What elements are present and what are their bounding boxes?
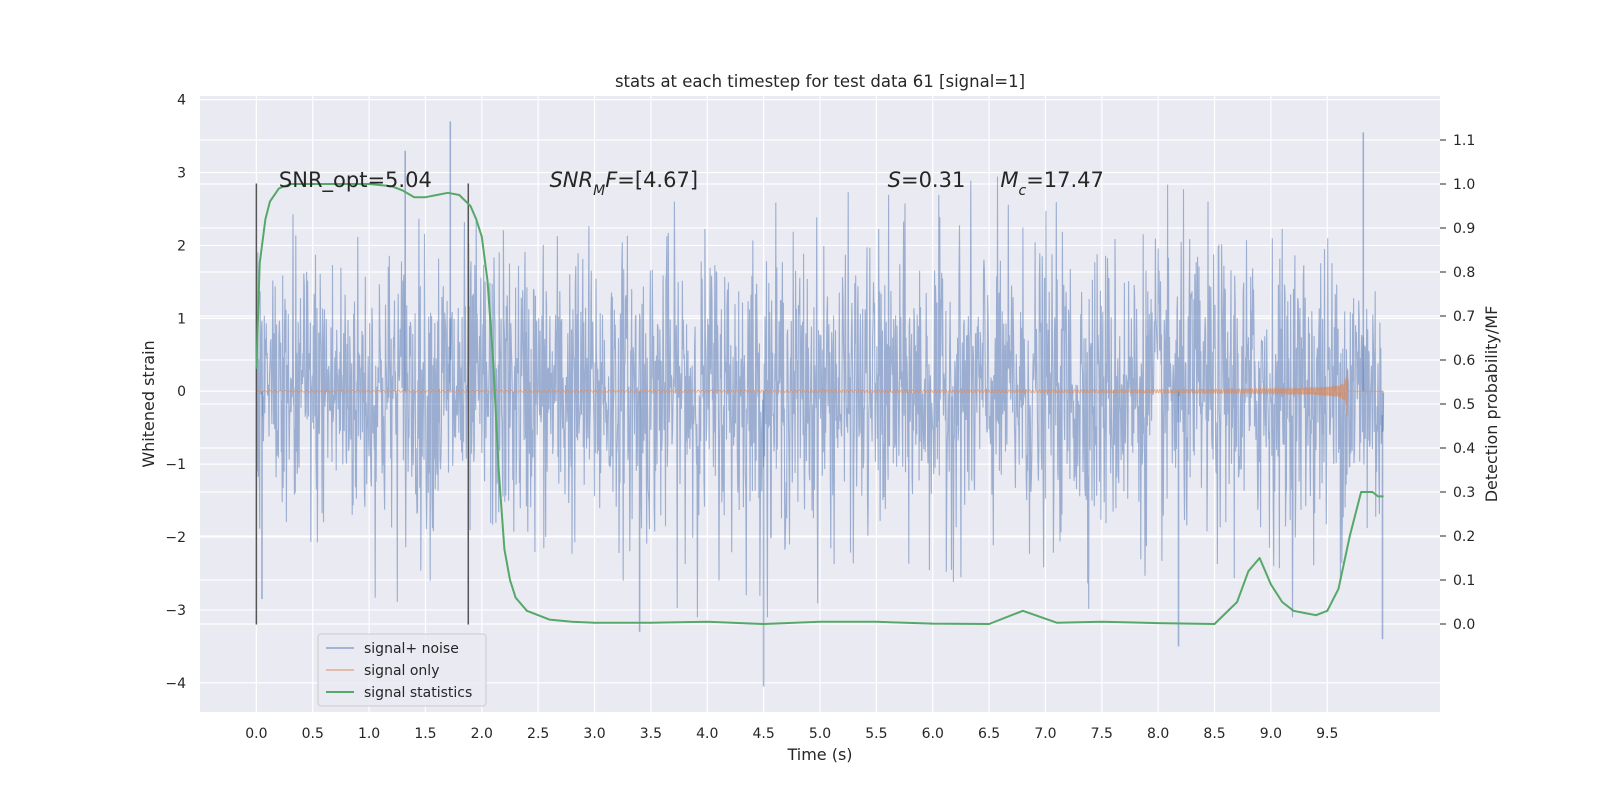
y-tick-label: 1 <box>177 311 186 327</box>
annotation-text: SNRMF=[4.67] <box>549 168 698 199</box>
legend: signal+ noise signal only signal statistic… <box>317 633 487 707</box>
x-tick-label: 1.0 <box>358 726 380 742</box>
statistics-line <box>255 183 1384 625</box>
annotation-segment: =17.47 <box>1026 168 1104 192</box>
y2-axis-ticks: 1.1 1.0 0.9 0.8 0.7 0.6 0.5 0.4 0.3 0.2 0.1 0.0 <box>1440 133 1475 633</box>
y-tick-label: −2 <box>165 530 186 546</box>
y-tick-label: 2 <box>177 238 186 254</box>
y2-tick-label: 0.4 <box>1453 441 1475 457</box>
x-tick-label: 8.5 <box>1203 726 1225 742</box>
y2-tick-label: 0.0 <box>1453 617 1475 633</box>
y2-tick-label: 0.2 <box>1453 529 1475 545</box>
annotation-segment: =[4.67] <box>617 168 698 192</box>
x-tick-label: 5.0 <box>809 726 831 742</box>
y-tick-label: 3 <box>177 166 186 182</box>
x-tick-label: 2.0 <box>471 726 493 742</box>
x-tick-label: 9.5 <box>1316 726 1338 742</box>
noise-trace <box>255 176 1385 618</box>
y2-tick-label: 1.0 <box>1453 177 1475 193</box>
y2-tick-label: 0.3 <box>1453 485 1475 501</box>
series-signal-only <box>256 370 1384 417</box>
y2-tick-label: 1.1 <box>1453 133 1475 149</box>
noise-peaks <box>261 121 1384 687</box>
chart-title: stats at each timestep for test data 61 … <box>615 72 1025 91</box>
series-signal-noise <box>255 121 1385 687</box>
x-tick-label: 4.0 <box>696 726 718 742</box>
annotation-segment: =0.31 <box>901 168 965 192</box>
annotation-segment: M <box>593 183 605 199</box>
annotation-segment: c <box>1018 183 1026 199</box>
x-tick-label: 8.0 <box>1147 726 1169 742</box>
x-tick-label: 4.5 <box>753 726 775 742</box>
y-tick-label: 0 <box>177 384 186 400</box>
y-tick-label: −4 <box>165 676 186 692</box>
x-tick-label: 5.5 <box>865 726 887 742</box>
x-tick-label: 6.0 <box>922 726 944 742</box>
legend-frame <box>317 633 487 707</box>
y2-tick-label: 0.5 <box>1453 397 1475 413</box>
x-tick-label: 7.0 <box>1034 726 1056 742</box>
x-tick-label: 0.5 <box>302 726 324 742</box>
annotation-segment: S <box>888 168 901 192</box>
x-axis-ticks: 0.0 0.5 1.0 1.5 2.0 2.5 3.0 3.5 4.0 4.5 5.0 5.5 6.0 6… <box>245 726 1338 742</box>
legend-label: signal statistics <box>364 685 472 701</box>
y-axis-ticks: 4 3 2 1 0 −1 −2 −3 −4 <box>165 93 186 692</box>
legend-label: signal only <box>364 663 439 679</box>
y-axis-label: Whitened strain <box>139 340 158 467</box>
y2-tick-label: 0.7 <box>1453 309 1475 325</box>
x-tick-label: 6.5 <box>978 726 1000 742</box>
signal-trace <box>256 370 1384 417</box>
annotation-text: S=0.31 <box>888 168 966 192</box>
x-tick-label: 0.0 <box>245 726 267 742</box>
x-tick-label: 3.0 <box>583 726 605 742</box>
y2-tick-label: 0.6 <box>1453 353 1475 369</box>
x-tick-label: 1.5 <box>414 726 436 742</box>
annotation-text: SNR_opt=5.04 <box>279 168 432 193</box>
y-tick-label: −1 <box>165 457 186 473</box>
annotations: SNR_opt=5.04 SNRMF=[4.67] S=0.31 Mc=17.47 <box>279 168 1104 199</box>
y-tick-label: −3 <box>165 603 186 619</box>
annotation-segment: SNR_opt=5.04 <box>279 168 432 193</box>
legend-label: signal+ noise <box>364 641 459 657</box>
annotation-text: Mc=17.47 <box>1000 168 1104 199</box>
annotation-segment: SNR <box>549 168 593 192</box>
x-tick-label: 3.5 <box>640 726 662 742</box>
vertical-markers <box>255 183 470 625</box>
annotation-segment: F <box>605 168 618 192</box>
y2-tick-label: 0.1 <box>1453 573 1475 589</box>
x-tick-label: 9.0 <box>1260 726 1282 742</box>
y-tick-label: 4 <box>177 93 186 109</box>
x-axis-label: Time (s) <box>786 745 852 764</box>
y2-tick-label: 0.8 <box>1453 265 1475 281</box>
y2-axis-label: Detection probability/MF <box>1482 306 1501 503</box>
annotation-segment: M <box>1000 168 1018 192</box>
x-tick-label: 7.5 <box>1091 726 1113 742</box>
series-signal-statistics <box>255 183 1384 625</box>
y2-tick-label: 0.9 <box>1453 221 1475 237</box>
x-tick-label: 2.5 <box>527 726 549 742</box>
